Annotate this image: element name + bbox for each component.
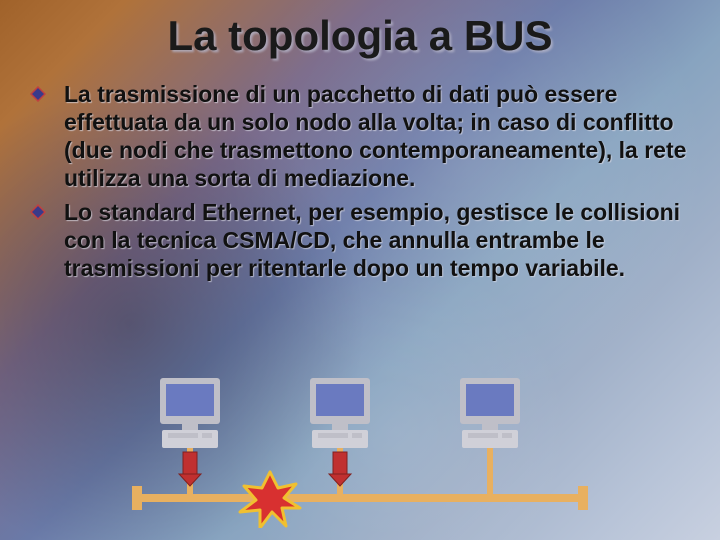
bullet-item: Lo standard Ethernet, per esempio, gesti…: [30, 198, 690, 282]
bus-topology-diagram: [130, 378, 590, 528]
slide: La topologia a BUS La trasmissione di un…: [0, 0, 720, 540]
bus-line: [140, 494, 580, 502]
packet-arrow-icon: [329, 452, 351, 486]
computer-icon: [160, 378, 220, 448]
computer-icon: [310, 378, 370, 448]
computer-icon: [460, 378, 520, 448]
diamond-bullet-icon: [30, 204, 46, 220]
bus-terminator-left: [132, 486, 142, 510]
bullet-text: La trasmissione di un pacchetto di dati …: [64, 80, 690, 192]
diamond-bullet-icon: [30, 86, 46, 102]
bullet-text: Lo standard Ethernet, per esempio, gesti…: [64, 198, 690, 282]
drop-line: [487, 448, 493, 496]
slide-title: La topologia a BUS: [0, 12, 720, 60]
bullet-item: La trasmissione di un pacchetto di dati …: [30, 80, 690, 192]
bus-terminator-right: [578, 486, 588, 510]
slide-body: La trasmissione di un pacchetto di dati …: [30, 80, 690, 288]
packet-arrow-icon: [179, 452, 201, 486]
